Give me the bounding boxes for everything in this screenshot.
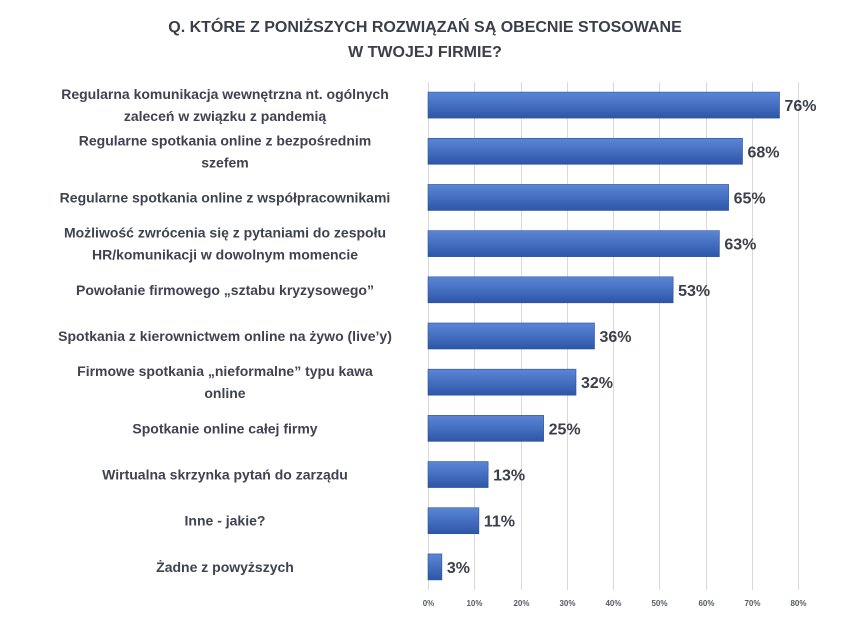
category-label: Regularne spotkania online z współpracow… xyxy=(60,189,391,205)
data-label: 32% xyxy=(581,375,613,392)
data-label: 65% xyxy=(734,190,766,207)
category-label: Firmowe spotkania „nieformalne” typu kaw… xyxy=(77,363,373,401)
data-label: 11% xyxy=(484,514,515,531)
category-label: Możliwość zwrócenia się z pytaniami do z… xyxy=(64,225,386,263)
bar xyxy=(427,276,674,304)
category-label: Spotkanie online całej firmy xyxy=(132,420,317,436)
x-tick-label: 40% xyxy=(605,599,621,608)
x-tick-label: 70% xyxy=(744,599,760,608)
x-tick-label: 30% xyxy=(559,599,575,608)
bar xyxy=(427,91,780,119)
chart-title-line-2: W TWOJEJ FIRMIE? xyxy=(348,44,502,61)
bar xyxy=(427,137,743,165)
data-label: 13% xyxy=(493,468,525,485)
x-tick-label: 20% xyxy=(513,599,529,608)
chart-title-line-1: Q. KTÓRE Z PONIŻSZYCH ROZWIĄZAŃ SĄ OBECN… xyxy=(168,17,682,36)
bar xyxy=(427,322,595,350)
bar xyxy=(427,553,443,581)
data-label: 68% xyxy=(748,144,780,161)
data-label: 36% xyxy=(600,329,632,346)
data-label: 76% xyxy=(785,98,817,115)
bar xyxy=(427,507,480,535)
bar xyxy=(427,184,729,211)
x-tick-label: 60% xyxy=(698,599,714,608)
data-label: 3% xyxy=(447,560,470,577)
gridlines xyxy=(428,82,799,590)
data-labels: 76% 68% 65% 63% 53% 36% 32% 25% 13% 11% 3% xyxy=(447,98,817,577)
data-label: 25% xyxy=(549,421,581,438)
x-tick-label: 0% xyxy=(423,599,435,608)
category-label: Regularna komunikacja wewnętrzna nt. ogó… xyxy=(61,86,389,124)
x-axis-ticks: 0% 10% 20% 30% 40% 50% 60% 70% 80% xyxy=(423,599,807,608)
bar xyxy=(427,461,489,488)
category-label: Powołanie firmowego „sztabu kryzysowego” xyxy=(76,282,374,298)
category-label: Inne - jakie? xyxy=(185,513,266,529)
x-tick-label: 80% xyxy=(790,599,806,608)
x-tick-label: 10% xyxy=(466,599,482,608)
data-label: 53% xyxy=(678,283,710,300)
x-tick-label: 50% xyxy=(651,599,667,608)
category-label: Wirtualna skrzynka pytań do zarządu xyxy=(102,467,348,483)
bar xyxy=(427,230,720,257)
category-label: Regularne spotkania online z bezpośredni… xyxy=(79,132,372,170)
category-label: Żadne z powyższych xyxy=(156,559,294,575)
bar xyxy=(427,368,577,396)
bar xyxy=(427,415,544,442)
category-label: Spotkania z kierownictwem online na żywo… xyxy=(58,328,392,344)
data-label: 63% xyxy=(724,237,756,254)
category-labels: Regularna komunikacja wewnętrzna nt. ogó… xyxy=(58,86,392,575)
bars xyxy=(427,91,780,581)
